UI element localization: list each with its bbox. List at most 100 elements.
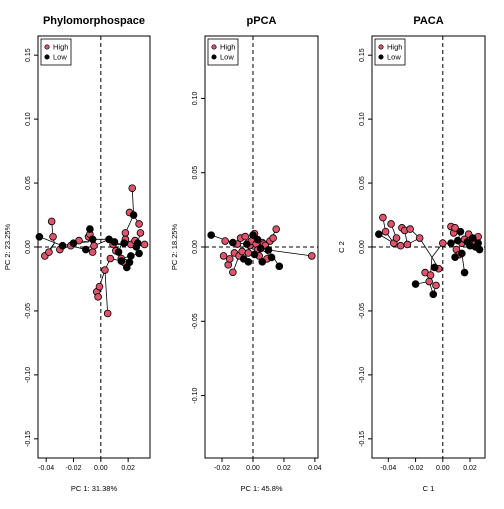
data-point-low [256, 244, 265, 253]
data-point-high [121, 229, 130, 237]
data-point-high [219, 252, 228, 260]
data-point-low [242, 240, 251, 248]
data-point-high [128, 184, 137, 192]
x-axis-label: PC 1: 45.8% [240, 484, 282, 493]
tree-edge [268, 249, 312, 257]
x-tick-label: -0.02 [214, 465, 230, 472]
data-point-high [94, 293, 102, 301]
panel-ppca: pPCA -0.02 0.00 0.02 0.04 -0.10 -0.05 0.00 0.05 0… [170, 15, 322, 493]
data-point-low [474, 239, 482, 247]
data-point-high [90, 241, 98, 250]
data-point-high [106, 254, 115, 263]
data-point-high [379, 213, 387, 222]
y-axis-label: PC 2: 18.25% [170, 224, 179, 271]
legend-label-low: Low [53, 53, 67, 62]
legend-marker-low [44, 54, 50, 60]
data-point-low [460, 268, 469, 277]
x-tick-label: 0.00 [94, 465, 108, 472]
chart-title: pPCA [247, 15, 277, 27]
data-point-low [275, 262, 284, 271]
data-point-low [35, 232, 44, 241]
data-point-low [86, 225, 94, 233]
data-point-low [110, 238, 119, 246]
y-tick-label: 0.15 [359, 48, 366, 62]
data-point-high [88, 248, 97, 256]
x-tick-label: -0.04 [380, 465, 396, 472]
x-tick-label: -0.02 [66, 465, 82, 472]
y-tick-label: 0.15 [25, 48, 32, 62]
y-tick-label: 0.05 [25, 176, 32, 190]
legend-marker-high [44, 44, 50, 50]
x-tick-label: 0.00 [436, 465, 450, 472]
y-tick-label: -0.10 [359, 367, 366, 383]
data-point-low [129, 211, 138, 219]
data-point-low [125, 258, 134, 267]
y-tick-label: -0.15 [359, 431, 366, 447]
y-tick-label: 0.05 [359, 176, 366, 190]
y-axis-label: C 2 [337, 241, 346, 253]
y-tick-label: -0.05 [359, 303, 366, 319]
data-point-high [229, 268, 237, 277]
data-point-high [432, 281, 440, 290]
x-tick-label: -0.04 [38, 465, 54, 472]
data-point-high [101, 266, 109, 274]
legend-label-high: High [53, 43, 68, 52]
x-tick-label: 0.02 [277, 465, 291, 472]
x-axis-label: C 1 [423, 484, 435, 493]
tree-edge [131, 188, 135, 216]
data-point-low [456, 227, 465, 236]
data-point-low [135, 249, 143, 258]
y-tick-label: 0.00 [359, 240, 366, 254]
data-point-low [133, 239, 142, 247]
data-point-low [264, 246, 273, 254]
data-point-low [82, 245, 90, 254]
data-point-low [250, 250, 259, 259]
data-point-high [403, 240, 412, 249]
legend-box [40, 38, 72, 66]
x-tick-label: 0.02 [463, 465, 477, 472]
data-point-high [425, 277, 433, 286]
data-point-low [88, 235, 97, 244]
panel-paca: PACA -0.04 -0.02 0.00 0.02 -0.15 -0.10 -0.05 0.0… [337, 15, 486, 493]
legend-marker-high [211, 44, 217, 50]
data-point-low [69, 239, 78, 247]
data-point-high [45, 248, 53, 256]
data-point-low [249, 231, 257, 239]
data-point-high [451, 224, 459, 232]
data-point-high [47, 217, 56, 226]
data-point-high [103, 309, 112, 318]
y-tick-label: 0.00 [25, 240, 32, 254]
y-tick-label: 0.00 [192, 240, 199, 254]
data-point-high [396, 241, 405, 250]
data-point-high [95, 282, 104, 291]
data-point-high [136, 229, 145, 237]
legend-marker-low [211, 54, 217, 60]
data-point-high [244, 249, 253, 257]
legend-marker-low [378, 54, 384, 60]
y-tick-label: -0.15 [25, 431, 32, 447]
data-point-high [49, 232, 57, 241]
data-point-high [221, 237, 229, 245]
data-point-high [135, 220, 143, 228]
x-tick-label: -0.02 [408, 465, 424, 472]
legend-marker-high [378, 44, 384, 50]
legend-label-low: Low [387, 53, 401, 62]
legend-box [374, 38, 406, 66]
data-point-high [438, 239, 447, 247]
data-point-low [120, 239, 128, 247]
y-tick-label: 0.10 [359, 112, 366, 126]
x-tick-label: 0.02 [121, 465, 135, 472]
data-point-low [453, 236, 462, 245]
y-tick-label: -0.10 [25, 367, 32, 383]
data-point-low [411, 280, 420, 288]
panel-phylomorphospace: Phylomorphospace -0.04 -0.02 0.00 0.02 -0.15 -… [3, 15, 151, 493]
x-tick-label: 0.04 [308, 465, 322, 472]
data-point-low [127, 252, 135, 260]
data-point-high [241, 232, 250, 241]
x-axis-label: PC 1: 31.38% [71, 484, 118, 493]
tree-edge [104, 269, 109, 314]
data-point-high [415, 234, 424, 242]
data-point-high [381, 227, 390, 236]
legend-label-low: Low [220, 53, 234, 62]
